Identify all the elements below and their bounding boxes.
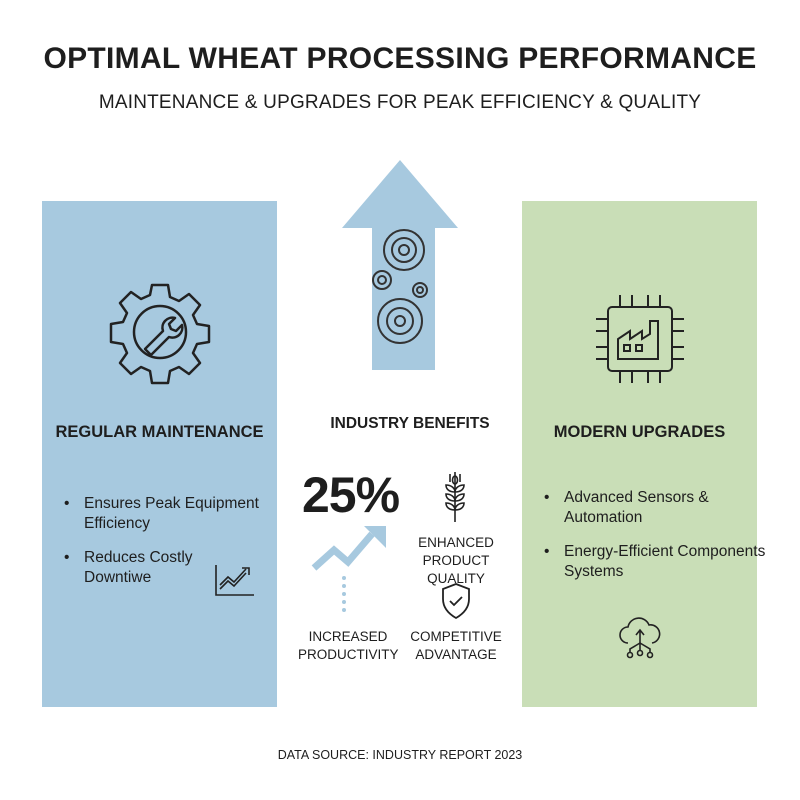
benefit-label: COMPETITIVE xyxy=(410,629,502,644)
maintenance-bullets: Ensures Peak Equipment Efficiency Reduce… xyxy=(42,494,264,602)
wheat-icon xyxy=(445,472,465,522)
upgrades-bullets: Advanced Sensors & Automation Energy-Eff… xyxy=(522,488,774,596)
trend-chart-icon xyxy=(215,565,254,596)
regular-maintenance-panel: REGULAR MAINTENANCE Ensures Peak Equipme… xyxy=(42,201,277,707)
benefit-label: ADVANTAGE xyxy=(415,647,497,662)
up-arrow-gears-icon xyxy=(342,160,458,370)
bullet-item: Reduces Costly Downtiwe xyxy=(64,548,204,588)
benefit-label: PRODUCTIVITY xyxy=(298,647,399,662)
page-subtitle: MAINTENANCE & UPGRADES FOR PEAK EFFICIEN… xyxy=(98,92,702,113)
benefit-label: INCREASED xyxy=(308,629,388,644)
data-source-footer: DATA SOURCE: INDUSTRY REPORT 2023 xyxy=(277,748,523,762)
bullet-item: Advanced Sensors & Automation xyxy=(544,488,714,528)
cloud-network-icon xyxy=(619,617,661,659)
gear-wrench-icon xyxy=(109,283,211,385)
maintenance-heading: REGULAR MAINTENANCE xyxy=(55,423,264,441)
upgrades-heading: MODERN UPGRADES xyxy=(553,423,726,441)
shield-check-icon xyxy=(442,583,470,620)
benefit-label: PRODUCT QUALITY xyxy=(422,553,490,586)
trend-arrow-icon xyxy=(311,526,386,612)
stat-percentage: 25% xyxy=(302,467,400,523)
page-title: OPTIMAL WHEAT PROCESSING PERFORMANCE xyxy=(43,42,757,75)
benefit-quality: ENHANCED PRODUCT QUALITY xyxy=(395,534,517,588)
benefit-label: ENHANCED xyxy=(418,535,494,550)
bullet-item: Energy-Efficient Components Systems xyxy=(544,542,774,582)
chip-factory-icon xyxy=(596,295,684,383)
benefit-productivity: INCREASED PRODUCTIVITY xyxy=(298,628,399,664)
benefit-competitive: COMPETITIVE ADVANTAGE xyxy=(402,628,510,664)
modern-upgrades-panel: MODERN UPGRADES Advanced Sensors & Autom… xyxy=(522,201,765,707)
industry-benefits-heading: INDUSTRY BENEFITS xyxy=(330,415,490,432)
bullet-item: Ensures Peak Equipment Efficiency xyxy=(64,494,264,534)
